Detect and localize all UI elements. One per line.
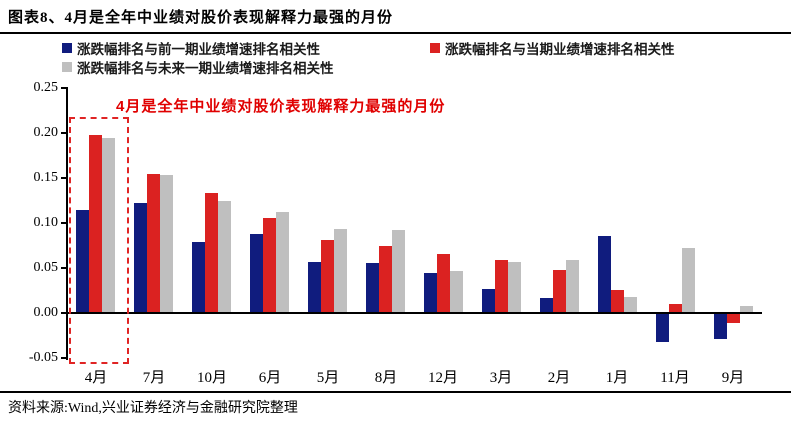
y-axis-label-0.00: 0.00	[33, 305, 59, 320]
y-axis-label-0.20: 0.20	[33, 125, 59, 140]
y-axis-line	[66, 87, 68, 360]
legend-label: 涨跌幅排名与前一期业绩增速排名相关性	[77, 42, 320, 57]
bar-4月-series2	[89, 135, 102, 313]
y-axis-tick	[61, 357, 66, 359]
x-axis-label-12月: 12月	[427, 370, 458, 386]
bar-9月-series1	[714, 313, 727, 339]
bar-10月-series3	[218, 201, 231, 313]
bar-7月-series1	[134, 203, 147, 313]
bar-5月-series3	[334, 229, 347, 313]
bar-11月-series3	[682, 248, 695, 313]
bar-12月-series2	[437, 254, 450, 313]
bar-1月-series3	[624, 297, 637, 313]
x-axis-label-7月: 7月	[142, 370, 166, 386]
bar-4月-series3	[102, 138, 115, 313]
bar-6月-series1	[250, 234, 263, 313]
y-axis-tick	[61, 177, 66, 179]
legend-item-current-period: 涨跌幅排名与当期业绩增速排名相关性	[430, 41, 675, 57]
bar-8月-series2	[379, 246, 392, 313]
y-axis-tick	[61, 222, 66, 224]
bar-1月-series2	[611, 290, 624, 313]
chart-annotation: 4月是全年中业绩对股价表现解释力最强的月份	[116, 98, 446, 115]
bar-2月-series1	[540, 298, 553, 313]
bar-8月-series1	[366, 263, 379, 313]
bar-11月-series1	[656, 313, 669, 342]
bar-12月-series3	[450, 271, 463, 313]
bar-5月-series2	[321, 240, 334, 313]
x-axis-label-3月: 3月	[489, 370, 513, 386]
y-axis-tick	[61, 132, 66, 134]
x-axis-label-11月: 11月	[660, 370, 690, 386]
legend-label: 涨跌幅排名与当期业绩增速排名相关性	[445, 42, 675, 57]
legend-square-icon	[62, 43, 72, 53]
bar-11月-series2	[669, 304, 682, 313]
bar-7月-series3	[160, 175, 173, 313]
plot-area	[67, 88, 762, 358]
bar-12月-series1	[424, 273, 437, 313]
bar-7月-series2	[147, 174, 160, 313]
y-axis-label-0.25: 0.25	[33, 80, 59, 95]
y-axis-label--0.05: -0.05	[28, 350, 58, 365]
title-divider-line	[0, 32, 791, 34]
x-axis-label-1月: 1月	[605, 370, 629, 386]
bar-5月-series1	[308, 262, 321, 313]
x-axis-label-8月: 8月	[374, 370, 398, 386]
y-axis-label-0.05: 0.05	[33, 260, 59, 275]
bar-9月-series2	[727, 313, 740, 323]
y-axis-tick	[61, 267, 66, 269]
x-axis-label-2月: 2月	[547, 370, 571, 386]
x-axis-label-4月: 4月	[84, 370, 108, 386]
x-axis-zero-line	[67, 312, 762, 314]
source-note: 资料来源:Wind,兴业证券经济与金融研究院整理	[8, 401, 298, 416]
legend-square-icon	[62, 62, 72, 72]
bar-6月-series3	[276, 212, 289, 313]
y-axis-tick	[61, 312, 66, 314]
x-axis-label-10月: 10月	[196, 370, 227, 386]
x-axis-label-9月: 9月	[721, 370, 745, 386]
y-axis-label-0.10: 0.10	[33, 215, 59, 230]
bar-2月-series2	[553, 270, 566, 313]
legend-item-next-period: 涨跌幅排名与未来一期业绩增速排名相关性	[62, 60, 334, 76]
legend-square-icon	[430, 43, 440, 53]
bar-3月-series3	[508, 262, 521, 313]
bar-8月-series3	[392, 230, 405, 313]
bar-4月-series1	[76, 210, 89, 313]
y-axis-tick	[61, 87, 66, 89]
bar-9月-series3	[740, 306, 753, 313]
footer-divider-line	[0, 391, 791, 393]
x-axis-label-5月: 5月	[316, 370, 340, 386]
bar-10月-series2	[205, 193, 218, 313]
bar-6月-series2	[263, 218, 276, 313]
bar-3月-series2	[495, 260, 508, 313]
bar-1月-series1	[598, 236, 611, 313]
y-axis-label-0.15: 0.15	[33, 170, 59, 185]
bar-3月-series1	[482, 289, 495, 313]
bar-2月-series3	[566, 260, 579, 313]
figure-title: 图表8、4月是全年中业绩对股价表现解释力最强的月份	[8, 10, 394, 26]
legend-label: 涨跌幅排名与未来一期业绩增速排名相关性	[77, 61, 334, 76]
legend-item-prev-period: 涨跌幅排名与前一期业绩增速排名相关性	[62, 41, 320, 57]
april-highlight-dashed-box	[69, 117, 129, 364]
bar-10月-series1	[192, 242, 205, 313]
x-axis-label-6月: 6月	[258, 370, 282, 386]
